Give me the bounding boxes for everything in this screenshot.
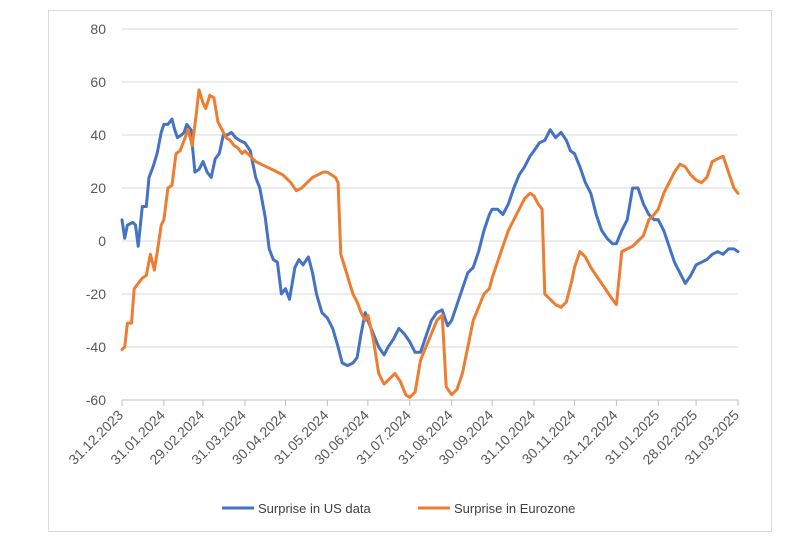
legend-label: Surprise in Eurozone — [454, 501, 575, 516]
legend-label: Surprise in US data — [258, 501, 371, 516]
series-lines — [120, 88, 740, 399]
gridlines — [122, 28, 738, 348]
y-tick-label: 80 — [90, 21, 106, 37]
x-axis: 31.12.202331.01.202429.02.202431.03.2024… — [65, 399, 742, 468]
y-tick-label: 0 — [98, 233, 106, 249]
y-tick-label: 20 — [90, 180, 106, 196]
series-line-us — [120, 117, 740, 368]
y-tick-label: -40 — [86, 339, 106, 355]
series-line-eurozone — [120, 88, 740, 399]
chart-area — [48, 10, 772, 532]
y-tick-label: -60 — [86, 392, 106, 408]
legend: Surprise in US data Surprise in Eurozone — [222, 501, 575, 516]
y-tick-label: 60 — [90, 74, 106, 90]
y-tick-label: -20 — [86, 286, 106, 302]
y-tick-label: 40 — [90, 127, 106, 143]
y-axis-tick-labels: -60 -40 -20 0 20 40 60 80 — [86, 21, 106, 408]
